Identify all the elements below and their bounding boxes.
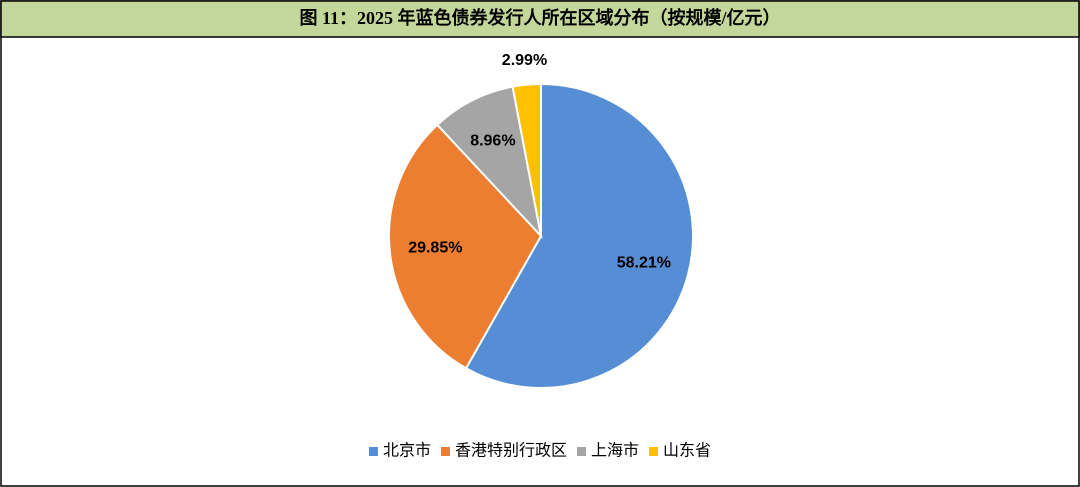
- data-label: 29.85%: [408, 240, 462, 257]
- legend-label: 北京市: [383, 442, 431, 460]
- title-bar: [0, 0, 1080, 38]
- pie-slice: [464, 82, 694, 389]
- data-label: 58.21%: [617, 254, 671, 271]
- pie-slice: [435, 85, 543, 240]
- legend-label: 香港特别行政区: [455, 442, 567, 460]
- legend-swatch: [649, 447, 659, 456]
- pie-slice: [511, 82, 542, 237]
- legend-label: 上海市: [591, 442, 639, 460]
- data-label: 2.99%: [502, 52, 547, 69]
- pie-slice: [388, 123, 543, 370]
- legend-swatch: [440, 447, 450, 456]
- data-label: 8.96%: [470, 132, 515, 149]
- chart-title: 图 11：2025 年蓝色债券发行人所在区域分布（按规模/亿元）: [299, 7, 780, 28]
- legend-swatch: [577, 447, 586, 456]
- legend-label: 山东省: [663, 442, 711, 460]
- legend-swatch: [368, 447, 378, 456]
